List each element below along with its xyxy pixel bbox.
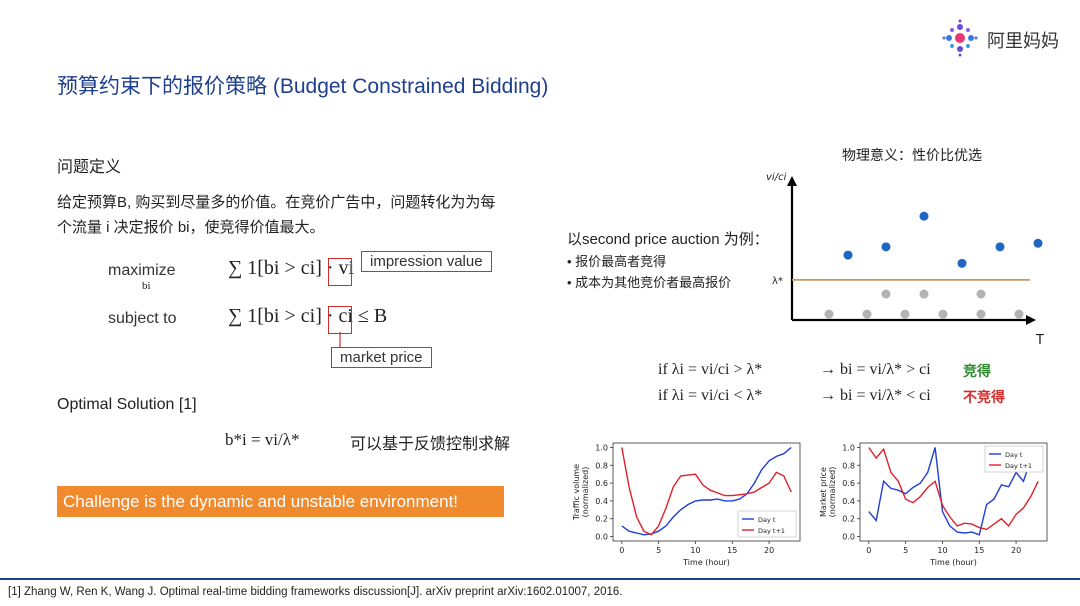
traffic-volume-chart: 0.0 0.2 0.4 0.6 0.8 1.0 0 5 10 15 20 Time (hour) Tra…: [572, 442, 801, 567]
problem-desc-line1: 给定预算B, 购买到尽量多的价值。在竞价广告中，问题转化为为每: [57, 194, 496, 211]
legend-label: Day t+1: [758, 527, 785, 535]
problem-description: 给定预算B, 购买到尽量多的价值。在竞价广告中，问题转化为为每 个流量 i 决定…: [57, 190, 527, 240]
scatter-point-below: [976, 309, 986, 319]
x-tick-label: 5: [903, 546, 908, 555]
constraint-formula: ∑ 1[bi > ci] · ci ≤ B: [228, 305, 388, 327]
rule-win-result: → bi = vi/λ* > ci: [820, 361, 931, 378]
y-axis-label: vi/ci: [766, 172, 787, 183]
auction-bullet-text: 报价最高者竞得: [575, 254, 667, 269]
legend-box: [737, 510, 797, 538]
scatter-point-above: [1033, 238, 1043, 248]
scatter-point-below: [919, 289, 929, 299]
price-highlight-box: [328, 306, 352, 334]
value-highlight-box: [328, 258, 352, 286]
impression-value-callout: impression value: [361, 251, 492, 272]
x-axis-arrow: [1026, 315, 1036, 325]
x-tick-label: 10: [937, 546, 947, 555]
scatter-point-below: [824, 309, 834, 319]
auction-bullet-text: 成本为其他竞价者最高报价: [575, 275, 732, 290]
y-tick-label: 0.8: [595, 461, 608, 470]
scatter-point-above: [995, 242, 1005, 252]
x-tick-label: 0: [866, 546, 871, 555]
legend-label: Day t: [1005, 451, 1023, 459]
logo-icon: [942, 19, 978, 57]
y-axis-label: Traffic volume: [572, 464, 581, 521]
scatter-point-above: [881, 242, 891, 252]
series-line: [868, 447, 1039, 536]
challenge-banner: Challenge is the dynamic and unstable en…: [57, 486, 504, 517]
y-tick-label: 0.2: [842, 515, 855, 524]
y-tick-label: 0.6: [842, 479, 855, 488]
series-line: [868, 447, 1039, 531]
x-axis-label: Time (hour): [682, 558, 730, 567]
auction-bullet: • 报价最高者竞得: [567, 254, 667, 269]
y-tick-label: 1.0: [842, 443, 855, 452]
scatter-point-below: [938, 309, 948, 319]
x-tick-label: 20: [764, 546, 774, 555]
scatter-point-below: [976, 289, 986, 299]
scatter-caption: 物理意义：性价比优选: [842, 147, 982, 163]
x-tick-label: 0: [619, 546, 624, 555]
objective-formula: ∑ 1[bi > ci] · vi: [228, 257, 355, 279]
footer-divider: [0, 578, 1080, 580]
reference-text: [1] Zhang W, Ren K, Wang J. Optimal real…: [8, 586, 623, 598]
y-axis-arrow: [787, 176, 797, 186]
x-tick-label: 5: [656, 546, 661, 555]
y-axis-label: (normalized): [828, 467, 837, 518]
legend-label: Day t: [758, 516, 776, 524]
threshold-label: λ*: [772, 276, 783, 287]
y-tick-label: 1.0: [595, 443, 608, 452]
page-title: 预算约束下的报价策略 (Budget Constrained Bidding): [57, 75, 549, 98]
scatter-point-below: [900, 309, 910, 319]
problem-heading: 问题定义: [57, 159, 122, 176]
x-axis-label: T: [1035, 333, 1044, 348]
legend-box: [984, 445, 1044, 473]
market-price-chart: 0.0 0.2 0.4 0.6 0.8 1.0 0 5 10 15 20 Time (hour) Mar…: [819, 442, 1048, 567]
x-tick-label: 10: [690, 546, 700, 555]
y-tick-label: 0.4: [595, 497, 608, 506]
scatter-point-above: [919, 211, 929, 221]
legend-label: Day t+1: [1005, 462, 1032, 470]
solution-note: 可以基于反馈控制求解: [350, 436, 511, 453]
scatter-point-below: [881, 289, 891, 299]
scatter-point-below: [1014, 309, 1024, 319]
series-line: [621, 447, 792, 536]
optimal-solution-heading: Optimal Solution [1]: [57, 396, 197, 413]
x-tick-label: 15: [974, 546, 984, 555]
y-tick-label: 0.4: [842, 497, 855, 506]
rule-lose-condition: if λi = vi/ci < λ*: [658, 387, 763, 404]
y-tick-label: 0.2: [595, 515, 608, 524]
x-axis-label: Time (hour): [929, 558, 977, 567]
scatter-point-below: [862, 309, 872, 319]
y-axis-label: (normalized): [581, 467, 590, 518]
y-tick-label: 0.0: [842, 533, 855, 542]
scatter-point-above: [843, 250, 853, 260]
win-tag: 竞得: [963, 363, 991, 379]
maximize-subscript: bi: [142, 280, 151, 292]
scatter-point-above: [957, 258, 967, 268]
subject-to-label: subject to: [108, 310, 177, 327]
maximize-label: maximize: [108, 262, 176, 279]
auction-bullet: • 成本为其他竞价者最高报价: [567, 275, 732, 290]
market-price-callout: market price: [331, 347, 432, 368]
y-tick-label: 0.0: [595, 533, 608, 542]
rule-win-condition: if λi = vi/ci > λ*: [658, 361, 763, 378]
y-axis-label: Market price: [819, 467, 828, 517]
logo-text: 阿里妈妈: [987, 31, 1059, 52]
lose-tag: 不竞得: [963, 389, 1005, 405]
alimama-logo: [942, 19, 978, 57]
callout-connector: [339, 332, 341, 348]
problem-desc-line2: 个流量 i 决定报价 bi，使竞得价值最大。: [57, 219, 325, 236]
optimal-formula: b*i = vi/λ*: [225, 430, 300, 449]
rule-lose-result: → bi = vi/λ* < ci: [820, 387, 931, 404]
scatter-chart: λ* vi/ci T: [766, 172, 1044, 348]
auction-intro: 以second price auction 为例：: [567, 231, 769, 248]
y-tick-label: 0.6: [595, 479, 608, 488]
x-tick-label: 15: [727, 546, 737, 555]
x-tick-label: 20: [1011, 546, 1021, 555]
y-tick-label: 0.8: [842, 461, 855, 470]
